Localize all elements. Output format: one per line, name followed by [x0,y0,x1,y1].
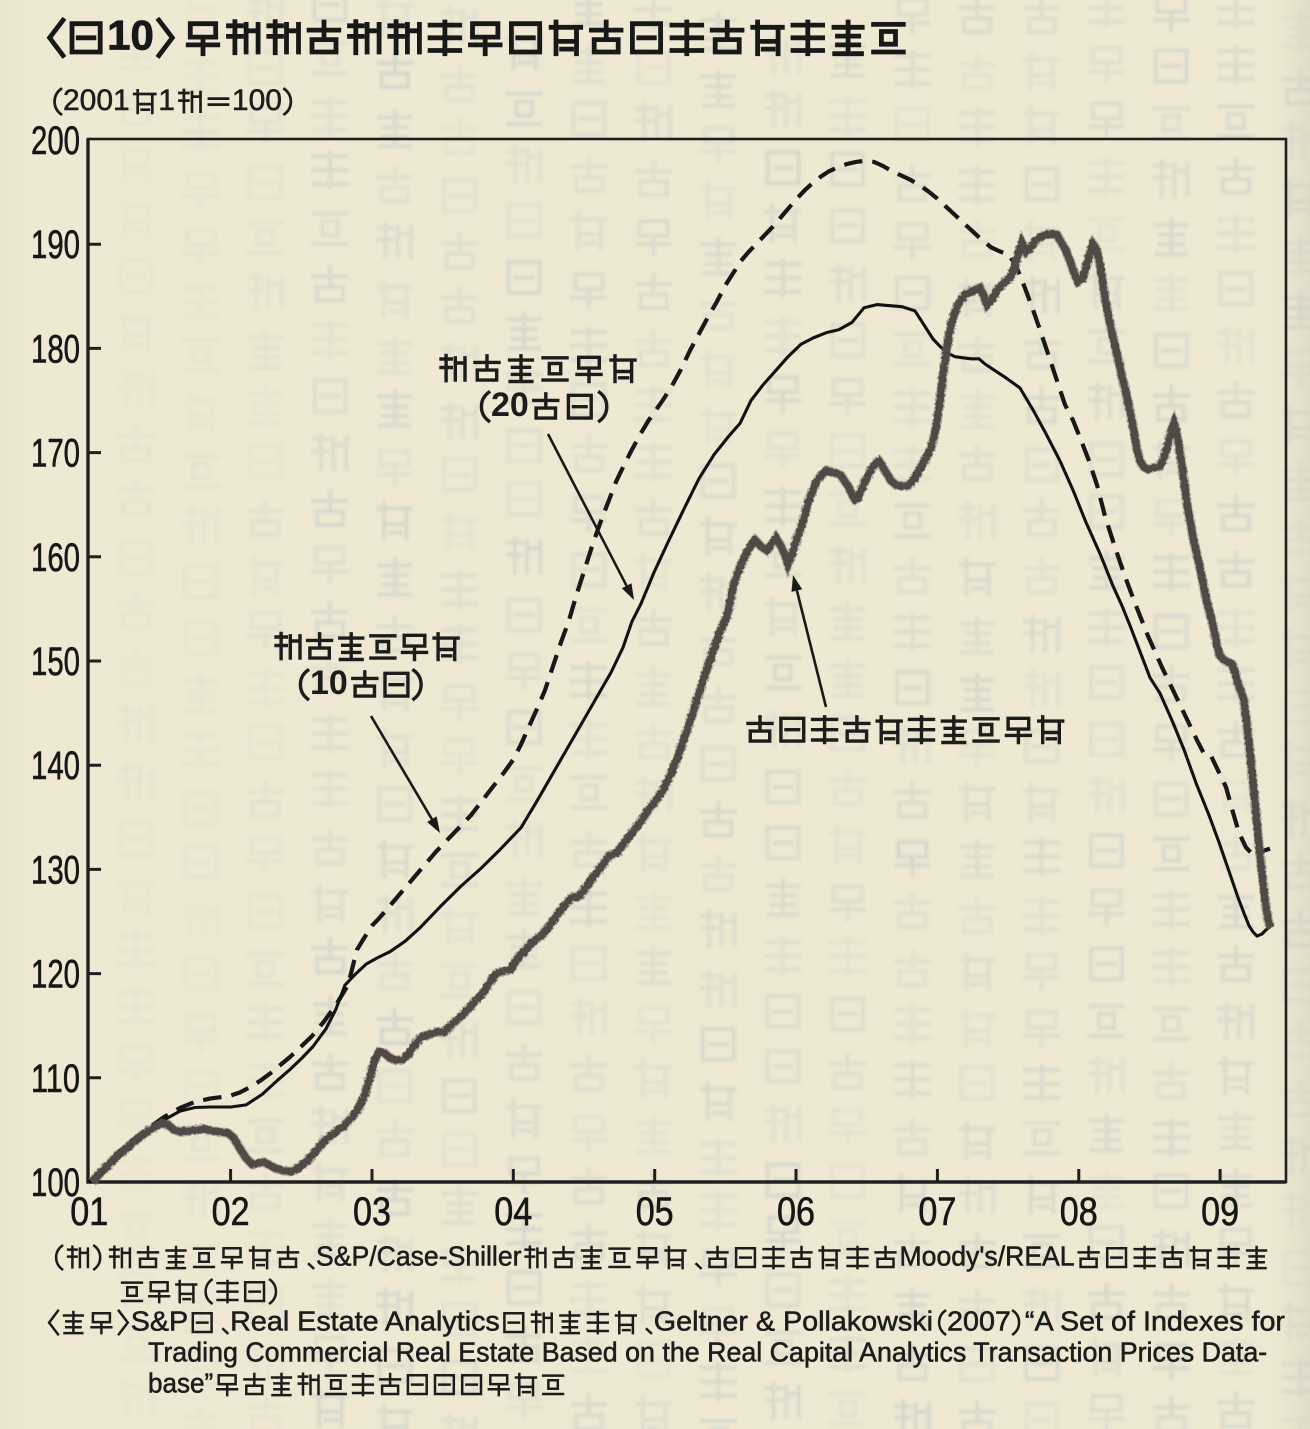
svg-text:08: 08 [1060,1190,1098,1234]
svg-text:06: 06 [777,1190,815,1234]
svg-text:170: 170 [31,432,80,476]
svg-text:200: 200 [31,119,80,163]
svg-text:07: 07 [918,1190,956,1234]
svg-text:100: 100 [232,84,282,117]
svg-text:150: 150 [31,640,80,684]
svg-text:110: 110 [31,1057,80,1101]
svg-text:2007: 2007 [947,1305,1011,1336]
svg-text:S&P: S&P [131,1305,188,1336]
svg-text:09: 09 [1201,1190,1239,1234]
svg-text:130: 130 [31,848,80,892]
svg-text:05: 05 [636,1190,674,1234]
svg-text:190: 190 [31,223,80,267]
svg-text:Trading Commercial Real Estate: Trading Commercial Real Estate Based on … [148,1336,1267,1367]
svg-text:04: 04 [494,1190,532,1234]
svg-text:02: 02 [212,1190,250,1234]
svg-text:“A Set of Indexes for: “A Set of Indexes for [1025,1305,1285,1336]
svg-text:Geltner & Pollakowski: Geltner & Pollakowski [654,1305,933,1336]
svg-text:140: 140 [31,744,80,788]
svg-text:Moody's/REAL: Moody's/REAL [900,1240,1075,1271]
svg-text:2001: 2001 [63,84,130,117]
svg-text:03: 03 [353,1190,391,1234]
svg-text:180: 180 [31,327,80,371]
svg-text:Real Estate Analytics: Real Estate Analytics [230,1305,500,1336]
svg-text:1: 1 [158,84,175,117]
svg-text:S&P/Case-Shiller: S&P/Case-Shiller [316,1240,522,1271]
svg-text:120: 120 [31,953,80,997]
svg-text:20: 20 [491,386,529,424]
svg-text:10: 10 [107,12,154,59]
svg-text:160: 160 [31,536,80,580]
svg-text:01: 01 [70,1190,108,1234]
svg-text:10: 10 [310,664,348,702]
svg-text:base”: base” [148,1367,213,1398]
svg-text:100: 100 [31,1161,80,1205]
